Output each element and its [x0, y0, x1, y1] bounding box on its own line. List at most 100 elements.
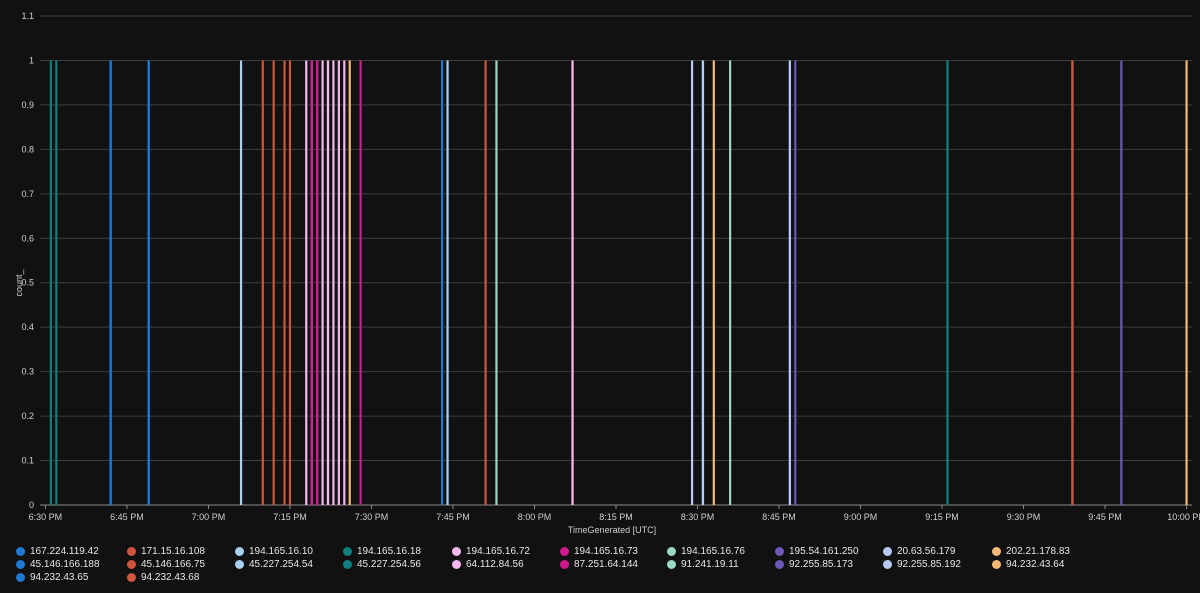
bar[interactable] [239, 60, 243, 506]
legend-item[interactable]: 194.165.16.18 [343, 544, 421, 558]
bar[interactable] [261, 60, 264, 506]
bar[interactable] [321, 60, 324, 506]
grid-lines [40, 15, 1192, 506]
bar[interactable] [1071, 60, 1074, 506]
bars [49, 60, 1188, 506]
legend-label: 194.165.16.73 [574, 545, 638, 557]
chart-legend: 167.224.119.42 171.15.16.108 194.165.16.10… [0, 542, 1200, 593]
legend-item[interactable]: 94.232.43.64 [992, 557, 1064, 571]
legend-swatch [127, 572, 136, 582]
bar[interactable] [446, 60, 449, 506]
legend-label: 45.227.254.54 [249, 558, 313, 570]
legend-item[interactable]: 87.251.64.144 [560, 557, 638, 571]
y-tick-label: 0.5 [21, 278, 34, 288]
bar[interactable] [283, 60, 286, 506]
y-tick-label: 0.4 [21, 322, 34, 332]
x-tick-label: 10:00 PM [1167, 512, 1200, 522]
x-tick-label: 7:45 PM [436, 512, 470, 522]
bar[interactable] [326, 60, 330, 506]
legend-swatch [127, 559, 136, 569]
bar[interactable] [348, 60, 351, 506]
legend-item[interactable]: 64.112.84.56 [452, 557, 524, 571]
legend-swatch [16, 572, 25, 582]
bar[interactable] [343, 60, 346, 506]
bar[interactable] [794, 60, 797, 506]
bar[interactable] [946, 60, 949, 506]
legend-item[interactable]: 94.232.43.65 [16, 570, 88, 584]
bar[interactable] [484, 60, 487, 506]
bar[interactable] [495, 60, 498, 506]
legend-item[interactable]: 92.255.85.192 [883, 557, 961, 571]
bar[interactable] [310, 60, 313, 506]
legend-item[interactable]: 195.54.161.250 [775, 544, 859, 558]
y-tick-label: 0.2 [21, 411, 34, 421]
y-tick-label: 0 [29, 500, 34, 510]
legend-item[interactable]: 20.63.56.179 [883, 544, 955, 558]
legend-label: 92.255.85.173 [789, 558, 853, 570]
bar[interactable] [332, 60, 335, 506]
legend-swatch [343, 546, 352, 556]
x-tick-label: 9:30 PM [1007, 512, 1041, 522]
legend-label: 45.146.166.188 [30, 558, 100, 570]
legend-swatch [16, 559, 25, 569]
y-axis-ticks: 0 0.1 0.2 0.3 0.4 0.5 0.6 0.7 0.8 0.9 1 1.1 [21, 11, 34, 510]
legend-swatch [452, 559, 461, 569]
x-tick-label: 7:00 PM [192, 512, 226, 522]
bar[interactable] [305, 60, 308, 506]
bar[interactable] [1120, 60, 1123, 506]
legend-swatch [343, 559, 352, 569]
bar[interactable] [316, 60, 319, 506]
bar[interactable] [701, 60, 705, 506]
bar[interactable] [49, 60, 52, 506]
x-tick-label: 8:45 PM [762, 512, 796, 522]
legend-item[interactable]: 194.165.16.10 [235, 544, 313, 558]
bar[interactable] [272, 60, 275, 506]
legend-label: 194.165.16.10 [249, 545, 313, 557]
y-axis-title: count_ [14, 268, 24, 296]
legend-label: 94.232.43.68 [141, 571, 200, 583]
bar[interactable] [147, 60, 150, 506]
bar[interactable] [729, 60, 732, 506]
bar[interactable] [288, 60, 292, 506]
x-tick-label: 9:15 PM [925, 512, 959, 522]
y-tick-label: 0.3 [21, 367, 34, 377]
legend-item[interactable]: 167.224.119.42 [16, 544, 99, 558]
legend-item[interactable]: 45.146.166.188 [16, 557, 100, 571]
legend-item[interactable]: 92.255.85.173 [775, 557, 853, 571]
legend-item[interactable]: 94.232.43.68 [127, 570, 199, 584]
legend-label: 194.165.16.18 [357, 545, 421, 557]
bar[interactable] [712, 60, 715, 506]
legend-swatch [452, 546, 461, 556]
legend-item[interactable]: 45.146.166.75 [127, 557, 205, 571]
legend-item[interactable]: 194.165.16.76 [667, 544, 745, 558]
x-tick-label: 9:00 PM [844, 512, 878, 522]
bar[interactable] [788, 60, 791, 506]
legend-label: 94.232.43.65 [30, 571, 89, 583]
bar[interactable] [441, 60, 444, 506]
legend-item[interactable]: 194.165.16.73 [560, 544, 638, 558]
legend-item[interactable]: 91.241.19.11 [667, 557, 739, 571]
bar[interactable] [109, 60, 112, 506]
legend-item[interactable]: 45.227.254.56 [343, 557, 421, 571]
legend-item[interactable]: 171.15.16.108 [127, 544, 205, 558]
bar[interactable] [690, 60, 694, 506]
legend-swatch [667, 559, 676, 569]
legend-label: 194.165.16.72 [466, 545, 530, 557]
bar[interactable] [337, 60, 340, 506]
legend-label: 45.146.166.75 [141, 558, 205, 570]
bar[interactable] [359, 60, 362, 506]
legend-swatch [235, 559, 244, 569]
bar[interactable] [1185, 60, 1188, 506]
bar[interactable] [571, 60, 574, 506]
legend-item[interactable]: 45.227.254.54 [235, 557, 313, 571]
legend-item[interactable]: 194.165.16.72 [452, 544, 530, 558]
legend-swatch [775, 546, 784, 556]
bar[interactable] [55, 60, 58, 506]
y-tick-label: 1 [29, 55, 34, 65]
y-tick-label: 0.8 [21, 144, 34, 154]
x-tick-label: 6:45 PM [110, 512, 144, 522]
legend-item[interactable]: 202.21.178.83 [992, 544, 1070, 558]
legend-label: 20.63.56.179 [897, 545, 956, 557]
y-tick-label: 1.1 [21, 11, 34, 21]
x-tick-label: 8:15 PM [599, 512, 633, 522]
